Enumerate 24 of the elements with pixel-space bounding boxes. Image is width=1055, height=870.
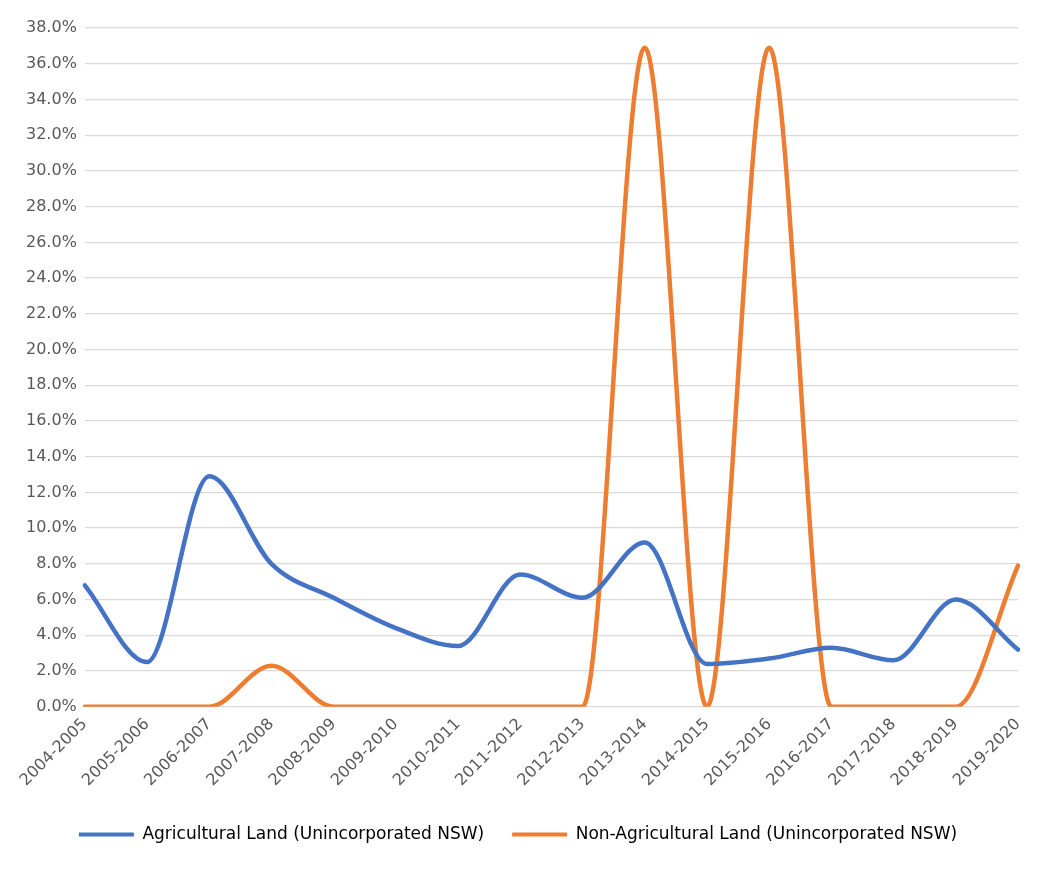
- y-tick-label: 32.0%: [26, 124, 77, 144]
- y-tick-label: 36.0%: [26, 52, 77, 72]
- y-tick-label: 12.0%: [26, 481, 77, 501]
- y-tick-label: 4.0%: [36, 624, 77, 644]
- legend-label: Agricultural Land (Unincorporated NSW): [142, 822, 485, 843]
- y-tick-label: 30.0%: [26, 160, 77, 180]
- y-tick-label: 6.0%: [36, 588, 77, 608]
- y-tick-label: 0.0%: [36, 695, 77, 715]
- y-tick-label: 20.0%: [26, 338, 77, 358]
- line-series: [82, 45, 1021, 707]
- y-tick-label: 24.0%: [26, 267, 77, 287]
- y-tick-label: 8.0%: [36, 553, 77, 573]
- y-tick-label: 14.0%: [26, 445, 77, 465]
- y-tick-label: 34.0%: [26, 88, 77, 108]
- y-tick-label: 26.0%: [26, 231, 77, 251]
- y-tick-label: 22.0%: [26, 302, 77, 322]
- y-tick-label: 16.0%: [26, 410, 77, 430]
- legend-label: Non-Agricultural Land (Unincorporated NSW): [575, 822, 958, 843]
- y-tick-label: 10.0%: [26, 517, 77, 537]
- y-tick-label: 38.0%: [26, 17, 77, 37]
- y-tick-label: 18.0%: [26, 374, 77, 394]
- y-tick-label: 28.0%: [26, 195, 77, 215]
- y-tick-label: 2.0%: [36, 660, 77, 680]
- line-series: [82, 474, 1021, 667]
